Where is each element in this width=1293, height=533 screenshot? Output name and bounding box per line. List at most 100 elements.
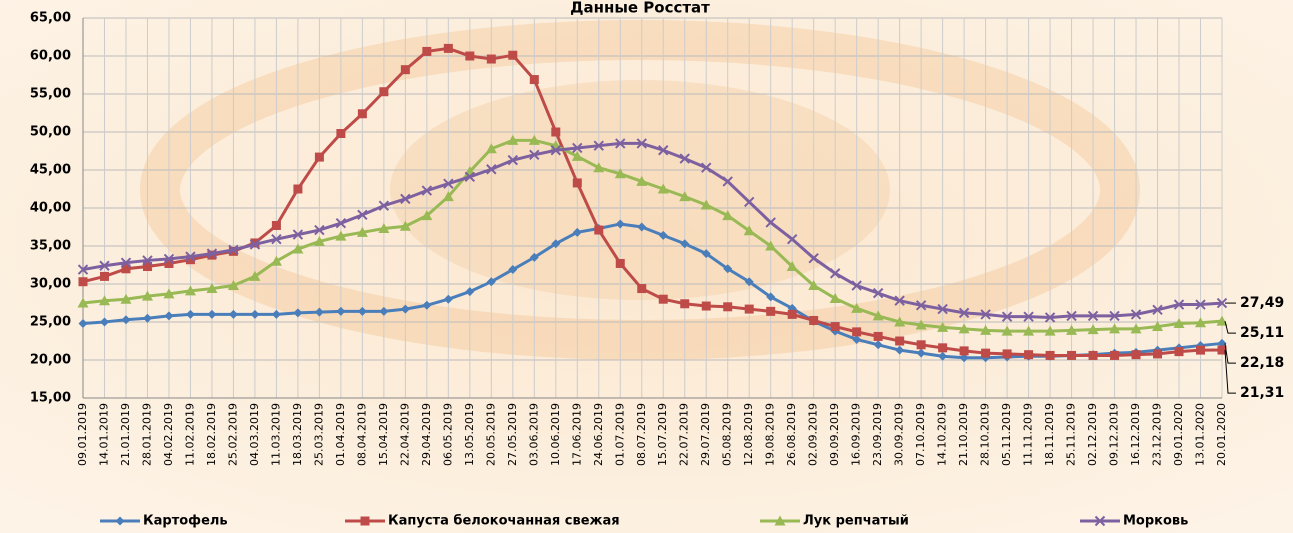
y-tick-label: 50,00 — [30, 125, 71, 140]
x-tick-label: 02.09.2019 — [807, 403, 820, 466]
marker — [766, 307, 775, 316]
marker — [659, 295, 668, 304]
marker — [361, 517, 370, 526]
x-tick-label: 11.11.2019 — [1022, 403, 1035, 466]
x-tick-label: 03.06.2019 — [527, 403, 540, 466]
x-tick-label: 16.12.2019 — [1129, 403, 1142, 466]
y-tick-label: 15,00 — [30, 391, 71, 406]
marker — [1089, 351, 1098, 360]
x-tick-label: 21.01.2019 — [119, 403, 132, 466]
chart-title: Данные Росстат — [570, 0, 710, 17]
marker — [444, 44, 453, 53]
data-label: 27,49 — [1240, 295, 1284, 311]
marker — [960, 346, 969, 355]
x-tick-label: 30.09.2019 — [893, 403, 906, 466]
x-tick-label: 24.06.2019 — [592, 403, 605, 466]
marker — [551, 128, 560, 137]
marker — [637, 284, 646, 293]
marker — [917, 340, 926, 349]
x-tick-label: 13.01.2020 — [1194, 403, 1207, 466]
marker — [293, 185, 302, 194]
marker — [79, 277, 88, 286]
marker — [981, 349, 990, 358]
x-tick-label: 20.01.2020 — [1215, 403, 1228, 466]
marker — [680, 299, 689, 308]
x-tick-label: 09.01.2019 — [76, 403, 89, 466]
marker — [852, 327, 861, 336]
marker — [465, 52, 474, 61]
x-tick-label: 05.08.2019 — [721, 403, 734, 466]
x-tick-label: 22.07.2019 — [678, 403, 691, 466]
marker — [1153, 349, 1162, 358]
marker — [1196, 346, 1205, 355]
x-tick-label: 18.03.2019 — [291, 403, 304, 466]
x-tick-label: 28.10.2019 — [979, 403, 992, 466]
x-tick-label: 09.01.2020 — [1172, 403, 1185, 466]
x-tick-label: 09.12.2019 — [1108, 403, 1121, 466]
x-tick-label: 18.02.2019 — [205, 403, 218, 466]
y-tick-label: 60,00 — [30, 49, 71, 64]
x-tick-label: 18.11.2019 — [1043, 403, 1056, 466]
x-tick-label: 29.07.2019 — [699, 403, 712, 466]
marker — [616, 259, 625, 268]
x-tick-label: 22.04.2019 — [398, 403, 411, 466]
y-tick-label: 25,00 — [30, 315, 71, 330]
marker — [530, 75, 539, 84]
x-tick-label: 08.04.2019 — [355, 403, 368, 466]
x-tick-label: 13.05.2019 — [463, 403, 476, 466]
marker — [788, 310, 797, 319]
x-tick-label: 04.03.2019 — [248, 403, 261, 466]
x-tick-label: 29.04.2019 — [420, 403, 433, 466]
data-label: 22,18 — [1240, 355, 1284, 371]
x-tick-label: 09.09.2019 — [828, 403, 841, 466]
marker — [272, 221, 281, 230]
x-tick-label: 15.04.2019 — [377, 403, 390, 466]
legend-label: Морковь — [1123, 514, 1188, 529]
marker — [831, 322, 840, 331]
x-tick-label: 16.09.2019 — [850, 403, 863, 466]
marker — [100, 272, 109, 281]
marker — [1175, 347, 1184, 356]
y-tick-label: 40,00 — [30, 201, 71, 216]
marker — [358, 109, 367, 118]
marker — [379, 87, 388, 96]
chart: Данные Росстат 15,0020,0025,0030,0035,00… — [0, 0, 1293, 533]
marker — [723, 302, 732, 311]
x-tick-label: 12.08.2019 — [742, 403, 755, 466]
legend-label: Капуста белокочанная свежая — [388, 514, 620, 529]
marker — [1110, 351, 1119, 360]
marker — [874, 332, 883, 341]
legend-label: Лук репчатый — [803, 514, 909, 529]
marker — [745, 305, 754, 314]
data-label: 25,11 — [1240, 325, 1284, 341]
y-tick-label: 35,00 — [30, 239, 71, 254]
marker — [1132, 350, 1141, 359]
x-tick-label: 17.06.2019 — [570, 403, 583, 466]
x-tick-label: 11.03.2019 — [269, 403, 282, 466]
legend-label: Картофель — [143, 514, 228, 529]
marker — [508, 51, 517, 60]
x-tick-label: 01.04.2019 — [334, 403, 347, 466]
y-tick-label: 55,00 — [30, 87, 71, 102]
x-tick-label: 08.07.2019 — [635, 403, 648, 466]
x-tick-label: 25.02.2019 — [226, 403, 239, 466]
marker — [1003, 349, 1012, 358]
watermark — [390, 80, 890, 300]
marker — [895, 337, 904, 346]
x-tick-label: 07.10.2019 — [914, 403, 927, 466]
x-tick-label: 04.02.2019 — [162, 403, 175, 466]
marker — [422, 47, 431, 56]
marker — [809, 316, 818, 325]
marker — [315, 153, 324, 162]
y-tick-label: 45,00 — [30, 163, 71, 178]
marker — [1046, 351, 1055, 360]
x-tick-label: 28.01.2019 — [140, 403, 153, 466]
y-tick-label: 20,00 — [30, 353, 71, 368]
x-tick-label: 23.09.2019 — [871, 403, 884, 466]
marker — [401, 65, 410, 74]
data-label: 21,31 — [1240, 385, 1284, 401]
x-tick-label: 10.06.2019 — [549, 403, 562, 466]
x-tick-label: 26.08.2019 — [785, 403, 798, 466]
marker — [1024, 350, 1033, 359]
marker — [594, 226, 603, 235]
